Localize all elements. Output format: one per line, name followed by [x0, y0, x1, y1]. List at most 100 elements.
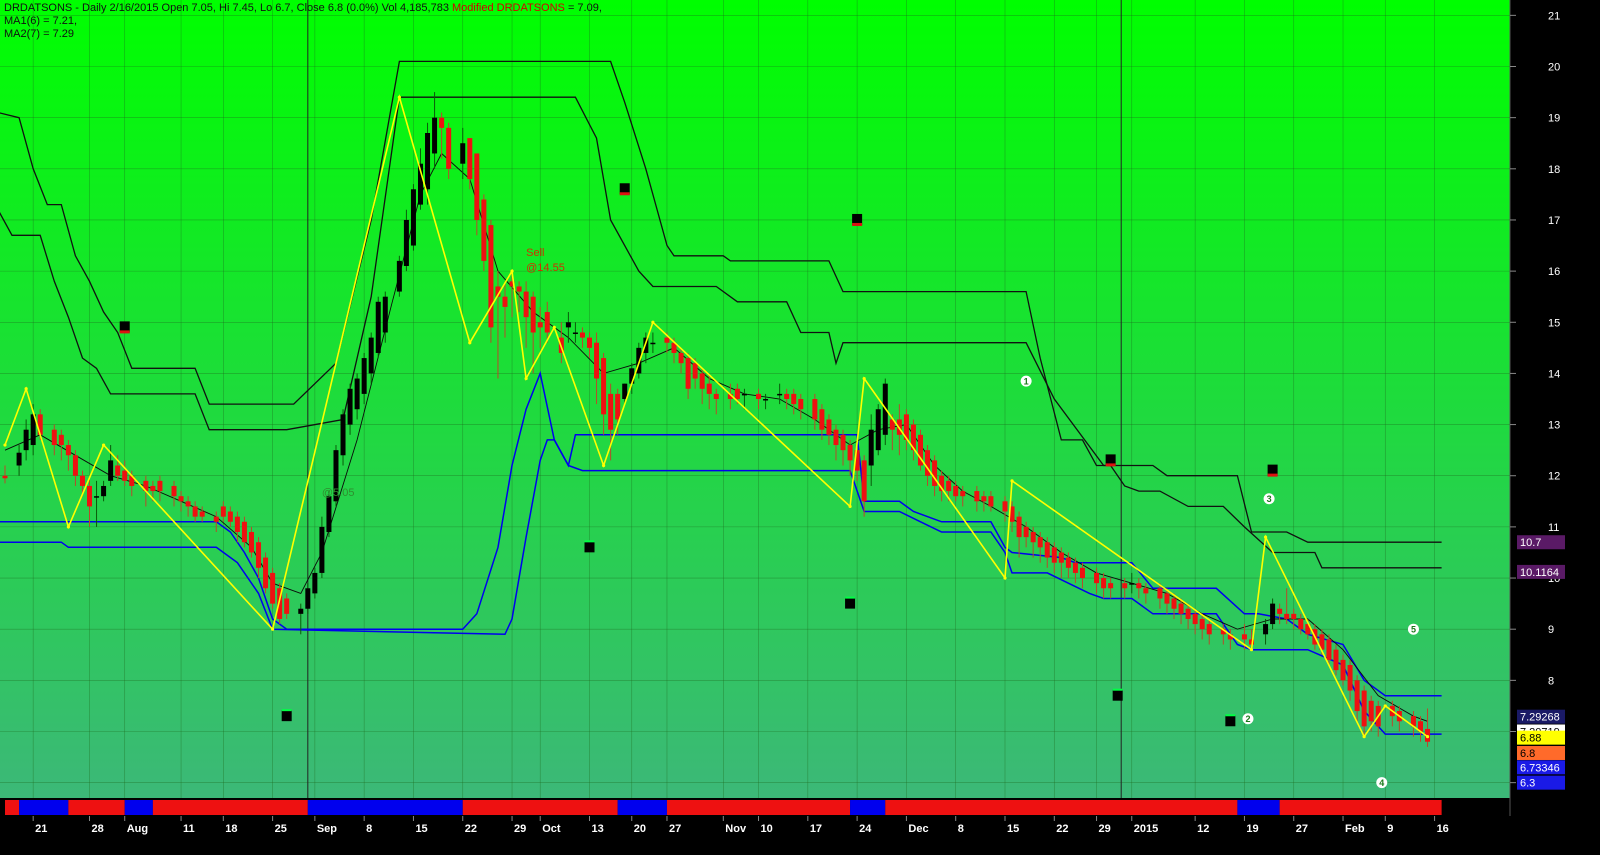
candle-up	[340, 414, 346, 456]
candle-down	[516, 286, 522, 292]
candle-down	[1347, 665, 1353, 691]
candle-down	[1164, 593, 1170, 604]
zigzag-vertex	[1010, 479, 1014, 483]
candle-down	[601, 358, 607, 415]
candle-up	[460, 143, 466, 164]
ribbon-segment	[1237, 800, 1280, 815]
candle-down	[685, 358, 691, 389]
candle-down	[1157, 588, 1163, 599]
x-tick-label: Nov	[725, 823, 747, 835]
x-tick-label: Feb	[1345, 823, 1365, 835]
candle-down	[502, 296, 508, 307]
x-tick-label: 29	[514, 823, 526, 835]
y-tick-label: 17	[1548, 215, 1560, 227]
candle-down	[910, 424, 916, 451]
candle-down	[939, 475, 945, 492]
candle-down	[1101, 578, 1107, 589]
candle-down	[523, 291, 529, 318]
signal-square	[852, 213, 863, 225]
candle-down	[1030, 532, 1036, 543]
candle-up	[305, 588, 311, 609]
x-tick-label: Dec	[908, 823, 928, 835]
candle-up	[763, 399, 769, 401]
x-tick-label: 15	[1007, 823, 1019, 835]
candle-up	[629, 368, 635, 384]
candle-up	[333, 450, 339, 502]
signal-square-green-edge	[281, 709, 292, 712]
candle-down	[727, 393, 733, 399]
price-label-text: 7.29268	[1520, 712, 1560, 724]
candle-down	[917, 434, 923, 466]
ribbon-segment	[885, 800, 1238, 815]
x-tick-label: 18	[225, 823, 237, 835]
ribbon-segment	[617, 800, 667, 815]
signal-square	[619, 183, 630, 195]
candle-down	[277, 588, 283, 619]
x-tick-label: 19	[1246, 823, 1258, 835]
x-tick-label: 15	[415, 823, 427, 835]
candle-down	[1284, 613, 1290, 619]
zigzag-vertex	[510, 269, 514, 273]
signal-square-green-edge	[845, 596, 856, 599]
candle-down	[1241, 634, 1247, 640]
candle-down	[1340, 659, 1346, 681]
ribbon-segment	[5, 800, 20, 815]
candle-down	[1417, 721, 1423, 732]
candle-down	[1291, 613, 1297, 619]
chart-annotation: @14.55	[526, 262, 565, 274]
x-tick-label: 21	[35, 823, 47, 835]
wave-label-number: 1	[1024, 376, 1029, 386]
candle-down	[72, 455, 78, 476]
candle-down	[2, 475, 8, 479]
candle-down	[1044, 542, 1050, 558]
candle-down	[1361, 690, 1367, 727]
candle-down	[467, 138, 473, 180]
candle-down	[692, 363, 698, 379]
candle-up	[432, 117, 438, 154]
zigzag-vertex	[66, 525, 70, 529]
candle-up	[1263, 624, 1269, 635]
chart-header-line1: DRDATSONS - Daily 2/16/2015 Open 7.05, H…	[4, 2, 602, 15]
wave-label-circle	[1020, 375, 1032, 387]
chart-annotation: Sell	[526, 247, 544, 259]
y-tick-label: 16	[1548, 266, 1560, 278]
candle-down	[819, 409, 825, 430]
candle-down	[1368, 700, 1374, 722]
zigzag-vertex	[397, 95, 401, 99]
x-tick-label: 22	[1056, 823, 1068, 835]
candle-up	[650, 342, 656, 345]
candle-down	[1171, 598, 1177, 609]
candle-down	[509, 281, 515, 287]
candle-down	[1220, 629, 1226, 635]
candle-down	[1072, 562, 1078, 573]
y-tick-label: 21	[1548, 10, 1560, 22]
x-tick-label: 22	[465, 823, 477, 835]
candle-down	[544, 312, 550, 333]
candle-down	[1143, 588, 1149, 594]
x-tick-label: 24	[859, 823, 872, 835]
zigzag-vertex	[524, 376, 528, 381]
vertical-markers	[307, 0, 1122, 798]
price-label-box	[1517, 760, 1565, 775]
x-tick-label: Sep	[317, 823, 337, 835]
candle-down	[756, 393, 762, 399]
y-tick-label: 18	[1548, 164, 1560, 176]
header-modified-label: Modified DRDATSONS	[452, 2, 565, 14]
candle-down	[1122, 583, 1128, 589]
x-tick-label: 25	[275, 823, 287, 835]
header-symbol-info: DRDATSONS - Daily 2/16/2015 Open 7.05, H…	[4, 2, 449, 14]
candle-down	[1199, 618, 1205, 630]
candle-down	[833, 429, 839, 446]
candle-down	[1016, 516, 1022, 538]
candle-down	[784, 393, 790, 399]
ribbon-segment	[152, 800, 308, 815]
ribbon-segment	[124, 800, 153, 815]
wave-label-number: 5	[1411, 624, 1416, 634]
x-tick-label: 2015	[1134, 823, 1158, 835]
price-label-text: 10.1164	[1520, 567, 1559, 579]
candle-up	[298, 608, 304, 614]
y-tick-label: 19	[1548, 113, 1560, 125]
y-tick-label: 12	[1548, 471, 1560, 483]
price-label-text: 10.7	[1520, 537, 1541, 549]
